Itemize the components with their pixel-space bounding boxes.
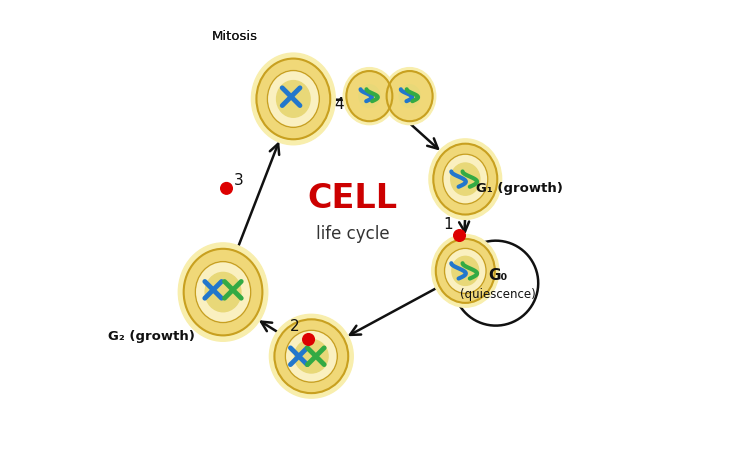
Text: life cycle: life cycle [316,225,389,243]
Circle shape [303,333,314,345]
Ellipse shape [274,320,348,393]
Ellipse shape [399,85,420,108]
Text: 3: 3 [234,173,244,188]
Ellipse shape [383,68,436,125]
Ellipse shape [432,234,499,307]
Ellipse shape [452,256,478,285]
Ellipse shape [433,144,497,215]
Text: CELL: CELL [308,182,398,215]
Ellipse shape [277,81,310,117]
Text: 1: 1 [443,217,453,232]
Ellipse shape [251,53,335,145]
Text: G₀: G₀ [488,268,508,283]
Text: (quiescence): (quiescence) [460,288,536,301]
Ellipse shape [178,243,268,341]
Ellipse shape [429,139,502,219]
Circle shape [220,183,232,194]
Text: 4: 4 [334,97,344,112]
Ellipse shape [285,330,338,382]
Ellipse shape [184,249,262,335]
Ellipse shape [359,85,380,108]
Circle shape [454,230,465,241]
Ellipse shape [346,71,392,121]
Text: Mitosis: Mitosis [212,30,258,43]
Ellipse shape [344,68,395,125]
Ellipse shape [442,154,488,204]
Text: 2: 2 [290,320,300,334]
Ellipse shape [451,163,480,195]
Ellipse shape [295,339,328,373]
Ellipse shape [206,272,241,312]
Text: G₂ (growth): G₂ (growth) [108,330,195,343]
Ellipse shape [195,261,250,323]
Ellipse shape [267,71,320,127]
Text: G₁ (growth): G₁ (growth) [476,181,562,194]
Ellipse shape [256,58,330,139]
Text: Mitosis: Mitosis [212,30,258,43]
Ellipse shape [445,248,486,293]
Ellipse shape [386,71,433,121]
Ellipse shape [436,239,495,303]
Ellipse shape [269,314,353,398]
